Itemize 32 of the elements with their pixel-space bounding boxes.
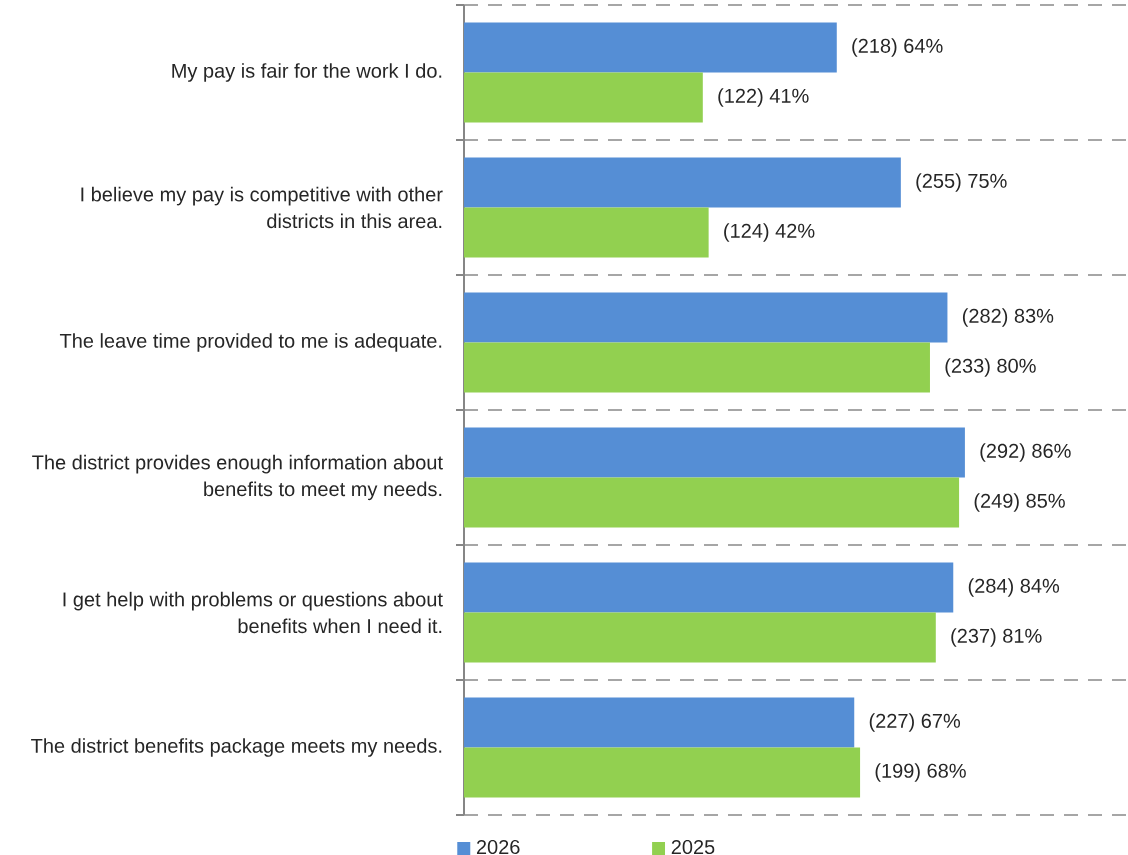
data-label: (122) 41% — [718, 88, 809, 107]
data-label: (227) 67% — [869, 713, 961, 732]
bar — [464, 292, 948, 343]
data-label: (255) 75% — [916, 173, 1007, 192]
data-label: (237) 81% — [951, 628, 1042, 647]
data-label: (218) 64% — [852, 38, 943, 57]
bar — [464, 477, 960, 528]
y-tick-label: My pay is fair for the work I do. — [172, 63, 442, 82]
y-tick-label: The leave time provided to me is adequate. — [59, 333, 442, 352]
y-tick-label: I get help with problems or questions about benefits when I need it. — [63, 591, 443, 634]
bar — [464, 747, 861, 798]
data-label: (233) 80% — [945, 358, 1036, 377]
legend-label: 2026 — [476, 839, 520, 855]
data-label: (282) 83% — [962, 308, 1054, 327]
bar — [464, 427, 965, 478]
data-label: (284) 84% — [968, 578, 1060, 597]
bar — [464, 72, 703, 123]
y-tick-label: The district benefits package meets my needs. — [31, 738, 442, 757]
bar — [464, 612, 936, 663]
data-label: (249) 85% — [974, 493, 1065, 512]
y-tick-label: The district provides enough information about benefits to meet my needs. — [32, 454, 443, 501]
bar — [464, 207, 709, 258]
data-label: (124) 42% — [724, 223, 815, 242]
bar — [464, 22, 837, 73]
bar — [464, 697, 855, 748]
data-label: (199) 68% — [875, 763, 966, 782]
bar — [464, 342, 930, 393]
bar — [464, 562, 954, 613]
bar — [464, 157, 901, 208]
legend-label: 2025 — [671, 839, 715, 855]
data-label: (292) 86% — [980, 443, 1071, 462]
y-tick-label: I believe my pay is competitive with other districts in this area. — [81, 186, 443, 229]
